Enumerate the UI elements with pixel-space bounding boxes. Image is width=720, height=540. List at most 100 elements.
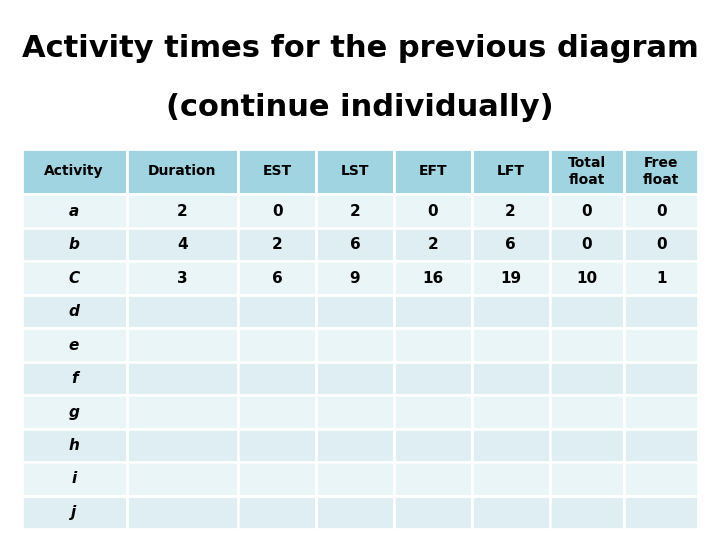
FancyBboxPatch shape	[549, 194, 624, 228]
Text: 19: 19	[500, 271, 521, 286]
Text: f: f	[71, 371, 77, 386]
FancyBboxPatch shape	[472, 148, 549, 194]
FancyBboxPatch shape	[22, 362, 127, 395]
FancyBboxPatch shape	[316, 496, 394, 529]
FancyBboxPatch shape	[22, 328, 127, 362]
FancyBboxPatch shape	[316, 462, 394, 496]
Text: 0: 0	[656, 204, 667, 219]
FancyBboxPatch shape	[316, 362, 394, 395]
Text: e: e	[69, 338, 79, 353]
FancyBboxPatch shape	[22, 295, 127, 328]
Text: Duration: Duration	[148, 165, 217, 178]
Text: Activity times for the previous diagram: Activity times for the previous diagram	[22, 34, 698, 63]
Text: EST: EST	[263, 165, 292, 178]
FancyBboxPatch shape	[316, 328, 394, 362]
FancyBboxPatch shape	[472, 295, 549, 328]
Text: b: b	[68, 237, 79, 252]
FancyBboxPatch shape	[394, 429, 472, 462]
FancyBboxPatch shape	[472, 261, 549, 295]
Text: LST: LST	[341, 165, 369, 178]
FancyBboxPatch shape	[472, 496, 549, 529]
Text: Total
float: Total float	[567, 157, 606, 186]
FancyBboxPatch shape	[394, 295, 472, 328]
FancyBboxPatch shape	[127, 429, 238, 462]
FancyBboxPatch shape	[127, 148, 238, 194]
FancyBboxPatch shape	[127, 194, 238, 228]
FancyBboxPatch shape	[22, 194, 127, 228]
FancyBboxPatch shape	[549, 462, 624, 496]
FancyBboxPatch shape	[22, 429, 127, 462]
Text: 2: 2	[505, 204, 516, 219]
Text: 0: 0	[582, 237, 592, 252]
FancyBboxPatch shape	[394, 496, 472, 529]
FancyBboxPatch shape	[127, 395, 238, 429]
Text: 0: 0	[271, 204, 282, 219]
FancyBboxPatch shape	[549, 395, 624, 429]
FancyBboxPatch shape	[394, 228, 472, 261]
Text: EFT: EFT	[418, 165, 447, 178]
FancyBboxPatch shape	[127, 496, 238, 529]
Text: 10: 10	[576, 271, 598, 286]
FancyBboxPatch shape	[549, 328, 624, 362]
FancyBboxPatch shape	[549, 295, 624, 328]
FancyBboxPatch shape	[238, 462, 316, 496]
FancyBboxPatch shape	[472, 194, 549, 228]
FancyBboxPatch shape	[127, 261, 238, 295]
FancyBboxPatch shape	[624, 261, 698, 295]
FancyBboxPatch shape	[624, 429, 698, 462]
FancyBboxPatch shape	[127, 362, 238, 395]
Text: i: i	[71, 471, 76, 487]
FancyBboxPatch shape	[127, 228, 238, 261]
Text: 16: 16	[422, 271, 444, 286]
Text: 4: 4	[177, 237, 188, 252]
FancyBboxPatch shape	[624, 228, 698, 261]
FancyBboxPatch shape	[624, 148, 698, 194]
Text: 6: 6	[505, 237, 516, 252]
Text: LFT: LFT	[497, 165, 525, 178]
FancyBboxPatch shape	[472, 429, 549, 462]
FancyBboxPatch shape	[394, 194, 472, 228]
Text: h: h	[68, 438, 79, 453]
FancyBboxPatch shape	[624, 395, 698, 429]
FancyBboxPatch shape	[238, 228, 316, 261]
FancyBboxPatch shape	[238, 148, 316, 194]
Text: 9: 9	[350, 271, 360, 286]
FancyBboxPatch shape	[624, 496, 698, 529]
FancyBboxPatch shape	[127, 462, 238, 496]
FancyBboxPatch shape	[316, 295, 394, 328]
Text: 6: 6	[271, 271, 282, 286]
FancyBboxPatch shape	[549, 429, 624, 462]
FancyBboxPatch shape	[238, 496, 316, 529]
FancyBboxPatch shape	[472, 228, 549, 261]
FancyBboxPatch shape	[316, 194, 394, 228]
Text: Activity: Activity	[45, 165, 104, 178]
Text: 0: 0	[428, 204, 438, 219]
FancyBboxPatch shape	[472, 462, 549, 496]
FancyBboxPatch shape	[127, 295, 238, 328]
Text: 1: 1	[656, 271, 667, 286]
Text: 0: 0	[582, 204, 592, 219]
FancyBboxPatch shape	[238, 261, 316, 295]
Text: 2: 2	[349, 204, 360, 219]
Text: 2: 2	[428, 237, 438, 252]
FancyBboxPatch shape	[238, 328, 316, 362]
Text: 6: 6	[349, 237, 360, 252]
FancyBboxPatch shape	[624, 462, 698, 496]
FancyBboxPatch shape	[22, 395, 127, 429]
Text: j: j	[71, 505, 76, 520]
FancyBboxPatch shape	[549, 362, 624, 395]
FancyBboxPatch shape	[238, 429, 316, 462]
FancyBboxPatch shape	[624, 362, 698, 395]
Text: a: a	[69, 204, 79, 219]
FancyBboxPatch shape	[624, 295, 698, 328]
FancyBboxPatch shape	[394, 462, 472, 496]
FancyBboxPatch shape	[472, 395, 549, 429]
FancyBboxPatch shape	[549, 148, 624, 194]
FancyBboxPatch shape	[127, 328, 238, 362]
FancyBboxPatch shape	[394, 395, 472, 429]
FancyBboxPatch shape	[316, 429, 394, 462]
FancyBboxPatch shape	[316, 261, 394, 295]
FancyBboxPatch shape	[316, 228, 394, 261]
FancyBboxPatch shape	[394, 328, 472, 362]
Text: C: C	[68, 271, 80, 286]
